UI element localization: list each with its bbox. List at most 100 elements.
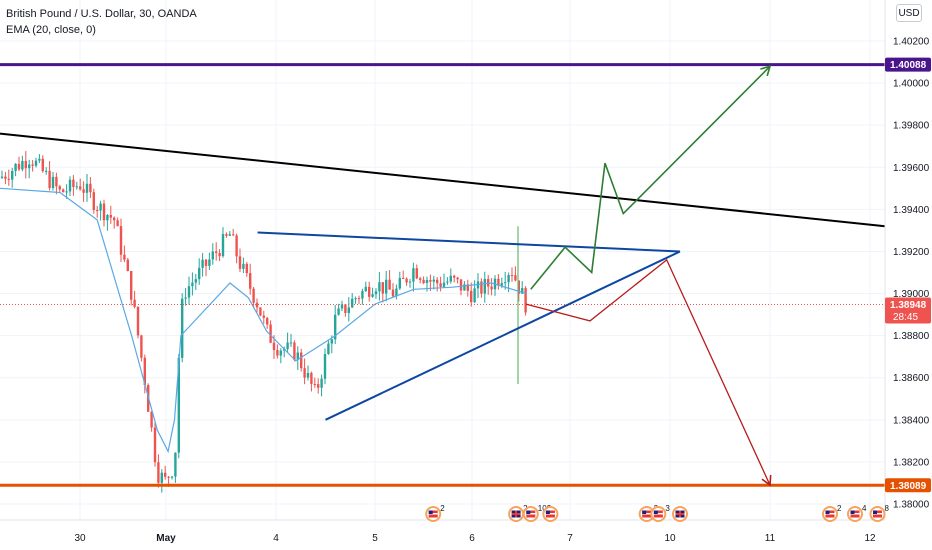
current-price-label: 1.38948	[890, 300, 927, 311]
us-flag-canton	[825, 510, 830, 514]
candle-body	[317, 384, 320, 388]
price-axis[interactable]: 1.40200 1.40000 1.39800 1.39600 1.39400 1.392…	[884, 0, 932, 550]
candle-body	[157, 462, 160, 483]
candle-body	[89, 183, 92, 193]
currency-button[interactable]: USD	[896, 4, 922, 22]
candle-body	[425, 279, 429, 284]
triangle-upper-line[interactable]	[257, 231, 681, 253]
time-tick-label: 5	[372, 533, 378, 544]
event-badge[interactable]	[672, 506, 688, 522]
candle-body	[181, 298, 184, 358]
candle-body	[174, 452, 177, 477]
candle-body	[242, 263, 245, 269]
ema-line	[0, 187, 527, 454]
event-badge[interactable]	[542, 506, 559, 522]
candle-body	[102, 203, 106, 221]
candle-body	[194, 279, 197, 283]
resistance-price-label: 1.40088	[890, 60, 927, 71]
candle-body	[456, 277, 459, 280]
candle-body	[130, 271, 133, 300]
candle-body	[170, 476, 174, 478]
candle-body	[463, 284, 466, 291]
event-badge[interactable]: 3	[650, 504, 670, 522]
candle-body	[133, 299, 136, 307]
price-tick-label: 1.39400	[893, 205, 930, 216]
us-flag-stripe	[873, 513, 882, 515]
candle-body	[123, 254, 126, 260]
candle-body	[245, 263, 248, 274]
event-badge[interactable]: 4	[847, 504, 867, 522]
price-tick-label: 1.39000	[893, 289, 930, 300]
event-badge[interactable]: 8	[869, 504, 890, 522]
candle-body	[119, 226, 123, 255]
candle-body	[497, 278, 500, 286]
candle-body	[208, 259, 211, 266]
us-flag-canton	[873, 510, 877, 514]
economic-events[interactable]: 2210223248	[425, 504, 890, 522]
us-flag-canton	[428, 510, 433, 514]
candle-body	[490, 286, 493, 290]
time-tick-label: 6	[469, 533, 475, 544]
us-flag-canton	[653, 510, 658, 514]
candle-body	[354, 298, 357, 300]
candle-body	[521, 288, 524, 294]
candle-body	[466, 284, 469, 291]
event-badge[interactable]: 2	[425, 504, 445, 522]
candle-body	[65, 191, 68, 193]
descending-trendline[interactable]	[0, 132, 886, 228]
candle-body	[68, 179, 72, 192]
candle-body	[160, 472, 163, 483]
candle-body	[41, 158, 44, 172]
time-tick-label: 11	[765, 533, 776, 544]
bearish-arrow-head	[761, 475, 772, 487]
candle-body	[204, 259, 208, 266]
candle-body	[228, 234, 231, 236]
candle-body	[361, 291, 364, 299]
candle-body	[296, 352, 299, 360]
candle-body	[187, 286, 191, 298]
ema-path	[0, 187, 527, 454]
candle-body	[14, 163, 17, 171]
bullish-scenario-path[interactable]	[530, 65, 771, 290]
price-tick-label: 1.39600	[893, 163, 930, 174]
drawing-layer[interactable]	[0, 63, 886, 487]
candle-body	[164, 472, 167, 477]
candle-body	[249, 273, 252, 289]
candle-body	[364, 286, 367, 292]
candle-body	[368, 286, 371, 297]
candle-body	[381, 282, 384, 294]
support-price-label-bg	[885, 478, 931, 493]
candle-body	[82, 189, 85, 193]
candle-body	[388, 279, 391, 290]
candle-body	[232, 234, 235, 236]
candle-body	[184, 297, 187, 299]
candle-body	[422, 279, 425, 284]
candle-body	[320, 378, 323, 388]
candle-body	[347, 307, 350, 314]
candle-body	[259, 307, 262, 316]
candle-body	[116, 220, 119, 227]
candle-body	[262, 315, 265, 318]
us-flag-stripe	[825, 513, 835, 515]
candle-body	[266, 317, 269, 325]
triangle-lower-line[interactable]	[325, 250, 681, 421]
time-axis[interactable]: 30 May 4 5 6 7 10 11 12	[0, 519, 885, 544]
candle-body	[507, 275, 510, 283]
time-tick-label: 12	[864, 533, 876, 544]
bearish-scenario-path[interactable]	[525, 258, 771, 486]
candle-body	[140, 335, 143, 358]
us-flag-stripe	[545, 513, 555, 515]
candle-body	[0, 176, 4, 178]
candle-body	[524, 288, 527, 313]
us-flag-canton	[545, 510, 550, 514]
candle-body	[293, 342, 296, 360]
price-tick-label: 1.38600	[893, 373, 930, 384]
price-tick-label: 1.38200	[893, 457, 930, 468]
candle-body	[269, 324, 272, 343]
time-tick-label: 10	[664, 533, 676, 544]
candle-body	[252, 288, 255, 303]
event-badge[interactable]: 2	[822, 504, 842, 522]
candle-body	[510, 275, 514, 277]
candle-body	[198, 267, 201, 280]
